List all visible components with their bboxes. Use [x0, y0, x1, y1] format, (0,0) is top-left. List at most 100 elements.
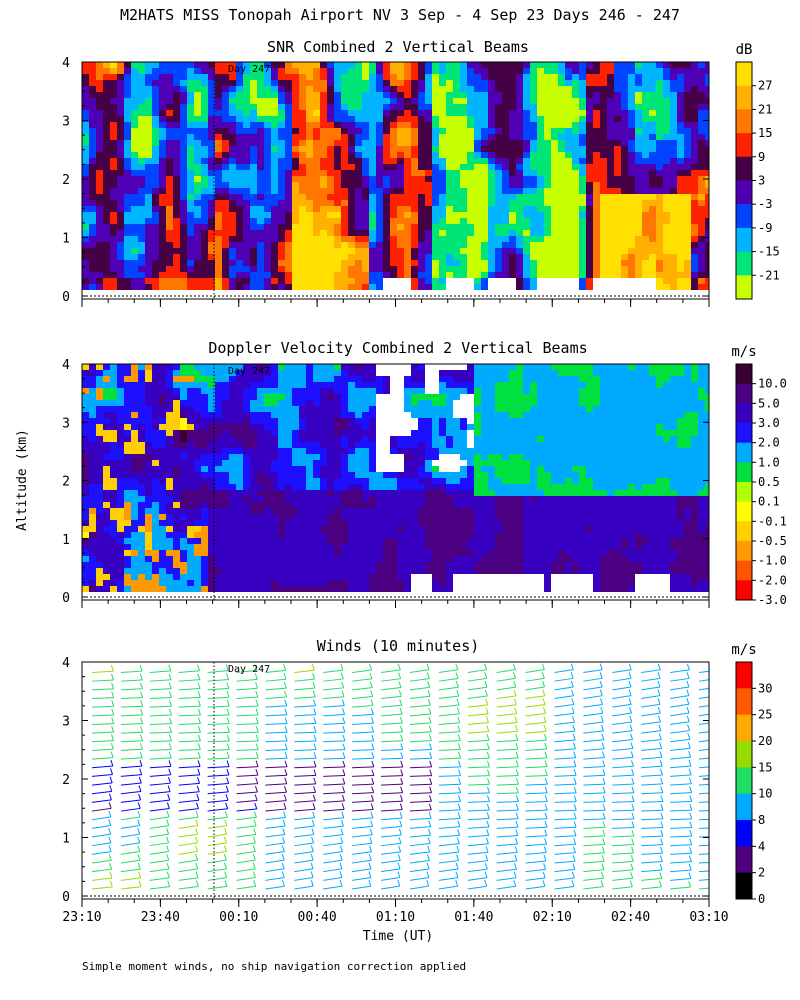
heatmap-cell: [117, 236, 125, 243]
heatmap-cell: [264, 364, 272, 371]
heatmap-cell: [145, 508, 153, 515]
heatmap-cell: [208, 394, 216, 401]
heatmap-cell: [355, 116, 363, 123]
heatmap-cell: [89, 580, 97, 587]
heatmap-cell: [341, 206, 349, 213]
heatmap-cell: [250, 134, 258, 141]
heatmap-cell: [495, 182, 503, 189]
heatmap-cell: [313, 98, 321, 105]
heatmap-cell: [138, 466, 146, 473]
heatmap-cell: [159, 272, 167, 279]
heatmap-cell: [250, 248, 258, 255]
heatmap-cell: [117, 538, 125, 545]
heatmap-cell: [152, 382, 160, 389]
heatmap-cell: [138, 116, 146, 123]
heatmap-cell: [334, 200, 342, 207]
heatmap-cell: [243, 448, 251, 455]
heatmap-cell: [306, 206, 314, 213]
heatmap-cell: [593, 194, 601, 201]
heatmap-cell: [628, 92, 636, 99]
heatmap-cell: [89, 532, 97, 539]
heatmap-cell: [586, 92, 594, 99]
heatmap-cell: [474, 158, 482, 165]
heatmap-cell: [89, 194, 97, 201]
heatmap-cell: [264, 448, 272, 455]
heatmap-cell: [313, 520, 321, 527]
heatmap-cell: [292, 454, 300, 461]
heatmap-cell: [166, 110, 174, 117]
heatmap-cell: [124, 290, 132, 297]
heatmap-cell: [467, 230, 475, 237]
heatmap-cell: [201, 532, 209, 539]
heatmap-cell: [278, 550, 286, 557]
heatmap-cell: [621, 200, 629, 207]
heatmap-cell: [152, 248, 160, 255]
heatmap-cell: [292, 62, 300, 69]
heatmap-cell: [530, 92, 538, 99]
heatmap-cell: [586, 218, 594, 225]
heatmap-cell: [96, 472, 104, 479]
heatmap-cell: [404, 194, 412, 201]
heatmap-cell: [201, 218, 209, 225]
heatmap-cell: [551, 194, 559, 201]
heatmap-cell: [558, 188, 566, 195]
heatmap-cell: [299, 550, 307, 557]
heatmap-cell: [264, 74, 272, 81]
heatmap-cell: [159, 496, 167, 503]
heatmap-cell: [208, 194, 216, 201]
heatmap-cell: [341, 74, 349, 81]
heatmap-cell: [614, 260, 622, 267]
heatmap-cell: [278, 218, 286, 225]
heatmap-cell: [299, 248, 307, 255]
heatmap-cell: [257, 448, 265, 455]
heatmap-cell: [166, 418, 174, 425]
heatmap-cell: [271, 80, 279, 87]
heatmap-cell: [257, 382, 265, 389]
heatmap-cell: [180, 158, 188, 165]
heatmap-cell: [180, 284, 188, 291]
heatmap-cell: [600, 146, 608, 153]
heatmap-cell: [131, 472, 139, 479]
heatmap-cell: [432, 284, 440, 291]
heatmap-cell: [124, 92, 132, 99]
heatmap-cell: [110, 158, 118, 165]
heatmap-cell: [299, 544, 307, 551]
heatmap-cell: [579, 266, 587, 273]
heatmap-cell: [439, 140, 447, 147]
heatmap-cell: [145, 568, 153, 575]
heatmap-cell: [271, 508, 279, 515]
heatmap-cell: [607, 68, 615, 75]
heatmap-cell: [551, 158, 559, 165]
heatmap-cell: [474, 152, 482, 159]
heatmap-cell: [299, 128, 307, 135]
heatmap-cell: [201, 526, 209, 533]
heatmap-cell: [82, 242, 90, 249]
heatmap-cell: [229, 176, 237, 183]
heatmap-cell: [390, 224, 398, 231]
heatmap-cell: [229, 98, 237, 105]
heatmap-cell: [425, 158, 433, 165]
heatmap-cell: [271, 104, 279, 111]
heatmap-cell: [488, 98, 496, 105]
heatmap-cell: [215, 278, 223, 285]
heatmap-cell: [306, 430, 314, 437]
heatmap-cell: [327, 164, 335, 171]
heatmap-cell: [285, 436, 293, 443]
heatmap-cell: [306, 278, 314, 285]
heatmap-cell: [544, 128, 552, 135]
heatmap-cell: [201, 206, 209, 213]
heatmap-cell: [159, 448, 167, 455]
heatmap-cell: [131, 80, 139, 87]
heatmap-cell: [572, 284, 580, 291]
heatmap-cell: [474, 92, 482, 99]
heatmap-cell: [334, 236, 342, 243]
heatmap-cell: [705, 218, 709, 225]
heatmap-cell: [278, 248, 286, 255]
heatmap-cell: [558, 236, 566, 243]
heatmap-cell: [439, 236, 447, 243]
heatmap-cell: [180, 92, 188, 99]
heatmap-cell: [495, 74, 503, 81]
heatmap-cell: [82, 248, 90, 255]
heatmap-cell: [236, 260, 244, 267]
heatmap-cell: [250, 176, 258, 183]
